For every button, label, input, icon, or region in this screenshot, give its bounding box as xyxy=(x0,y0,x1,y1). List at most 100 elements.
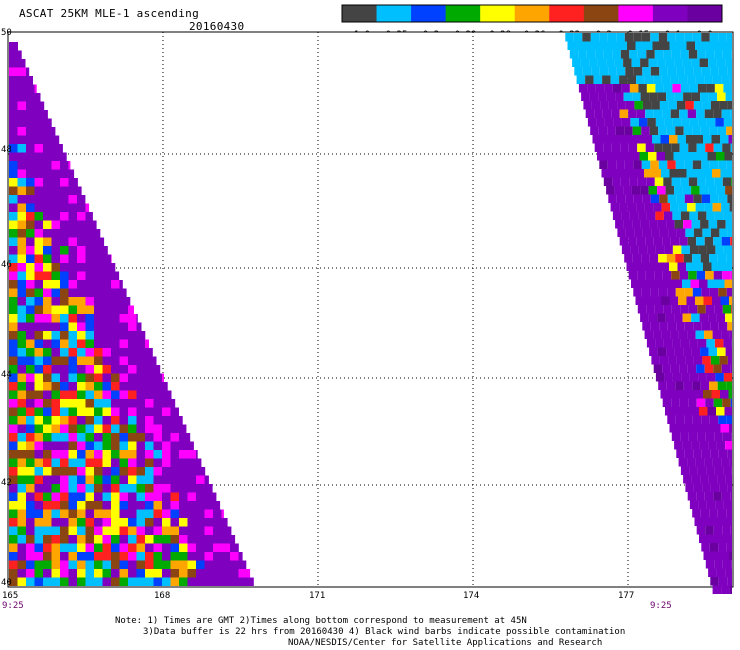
swath-cell xyxy=(612,84,622,93)
swath-cell xyxy=(9,59,18,68)
swath-cell xyxy=(34,297,43,306)
swath-cell xyxy=(77,356,86,365)
swath-cell xyxy=(681,118,690,127)
swath-cell xyxy=(9,331,18,340)
swath-cell xyxy=(119,543,128,552)
swath-cell xyxy=(94,382,103,391)
swath-cell xyxy=(636,75,645,84)
swath-cell xyxy=(665,186,675,195)
swath-cell xyxy=(646,177,655,186)
swath-cell xyxy=(730,398,732,407)
swath-cell xyxy=(638,211,647,220)
swath-cell xyxy=(51,212,60,221)
swath-cell xyxy=(730,271,732,280)
swath-cell xyxy=(34,161,43,170)
swath-cell xyxy=(187,518,196,527)
swath-cell xyxy=(662,398,672,407)
swath-cell xyxy=(689,466,698,475)
swath-cell xyxy=(703,551,712,560)
swath-cell xyxy=(102,484,111,493)
swath-cell xyxy=(187,535,196,544)
swath-cell xyxy=(230,577,239,586)
swath-cell xyxy=(9,84,18,93)
swath-cell xyxy=(713,526,723,535)
swath-cell xyxy=(136,382,145,391)
swath-cell xyxy=(729,75,732,84)
swath-cell xyxy=(682,441,692,450)
swath-cell xyxy=(649,347,658,356)
swath-cell xyxy=(17,280,26,289)
swath-cell xyxy=(630,245,639,254)
swath-cell xyxy=(213,501,221,510)
swath-cell xyxy=(60,501,69,510)
swath-cell xyxy=(43,280,52,289)
swath-cell xyxy=(204,569,213,578)
swath-cell xyxy=(610,75,620,84)
swath-cell xyxy=(729,330,732,339)
swath-cell xyxy=(204,467,206,476)
swath-cell xyxy=(153,560,162,569)
swath-cell xyxy=(187,569,196,578)
swath-cell xyxy=(51,560,60,569)
swath-cell xyxy=(610,169,619,178)
swath-cell xyxy=(26,339,35,348)
swath-cell xyxy=(238,569,247,578)
swath-cell xyxy=(60,161,69,170)
swath-cell xyxy=(60,569,69,578)
swath-cell xyxy=(702,483,711,492)
swath-cell xyxy=(60,424,69,433)
swath-cell xyxy=(51,535,60,544)
swath-cell xyxy=(670,237,680,246)
swath-cell xyxy=(688,50,698,59)
swath-cell xyxy=(17,127,26,136)
swath-cell xyxy=(695,169,704,178)
swath-cell xyxy=(701,288,710,297)
swath-cell xyxy=(26,348,35,357)
swath-cell xyxy=(705,143,714,152)
swath-cell xyxy=(94,535,103,544)
swath-cell xyxy=(102,407,111,416)
swath-cell xyxy=(688,177,698,186)
swath-cell xyxy=(725,186,732,195)
swath-cell xyxy=(599,67,609,76)
swath-cell xyxy=(60,526,69,535)
swath-cell xyxy=(615,126,625,135)
swath-cell xyxy=(51,450,60,459)
swath-cell xyxy=(60,458,69,467)
swath-cell xyxy=(696,109,705,118)
swath-cell xyxy=(629,177,638,186)
swath-cell xyxy=(700,220,709,229)
swath-cell xyxy=(170,467,179,476)
swath-cell xyxy=(26,118,35,127)
swath-cell xyxy=(17,484,26,493)
swath-cell xyxy=(119,390,128,399)
swath-cell xyxy=(128,382,137,391)
swath-cell xyxy=(662,271,672,280)
swath-cell xyxy=(196,552,205,561)
swath-cell xyxy=(17,186,26,195)
swath-cell xyxy=(17,288,26,297)
swath-cell xyxy=(679,271,689,280)
swath-cell xyxy=(111,535,120,544)
swath-cell xyxy=(128,509,137,518)
swath-cell xyxy=(602,75,611,84)
swath-cell xyxy=(666,347,675,356)
swath-cell xyxy=(77,399,86,408)
swath-cell xyxy=(60,475,69,484)
swath-cell xyxy=(631,186,641,195)
swath-cell xyxy=(204,492,213,501)
swath-cell xyxy=(694,135,703,144)
swath-cell xyxy=(695,75,705,84)
swath-cell xyxy=(701,194,711,203)
swath-cell xyxy=(646,84,656,93)
swath-cell xyxy=(729,551,732,560)
swath-cell xyxy=(68,161,71,170)
swath-cell xyxy=(17,382,26,391)
swath-cell xyxy=(85,339,94,348)
swath-cell xyxy=(196,569,205,578)
swath-cell xyxy=(696,271,706,280)
swath-cell xyxy=(77,560,86,569)
swath-cell xyxy=(230,560,239,569)
swath-cell xyxy=(128,467,137,476)
swath-cell xyxy=(162,526,171,535)
